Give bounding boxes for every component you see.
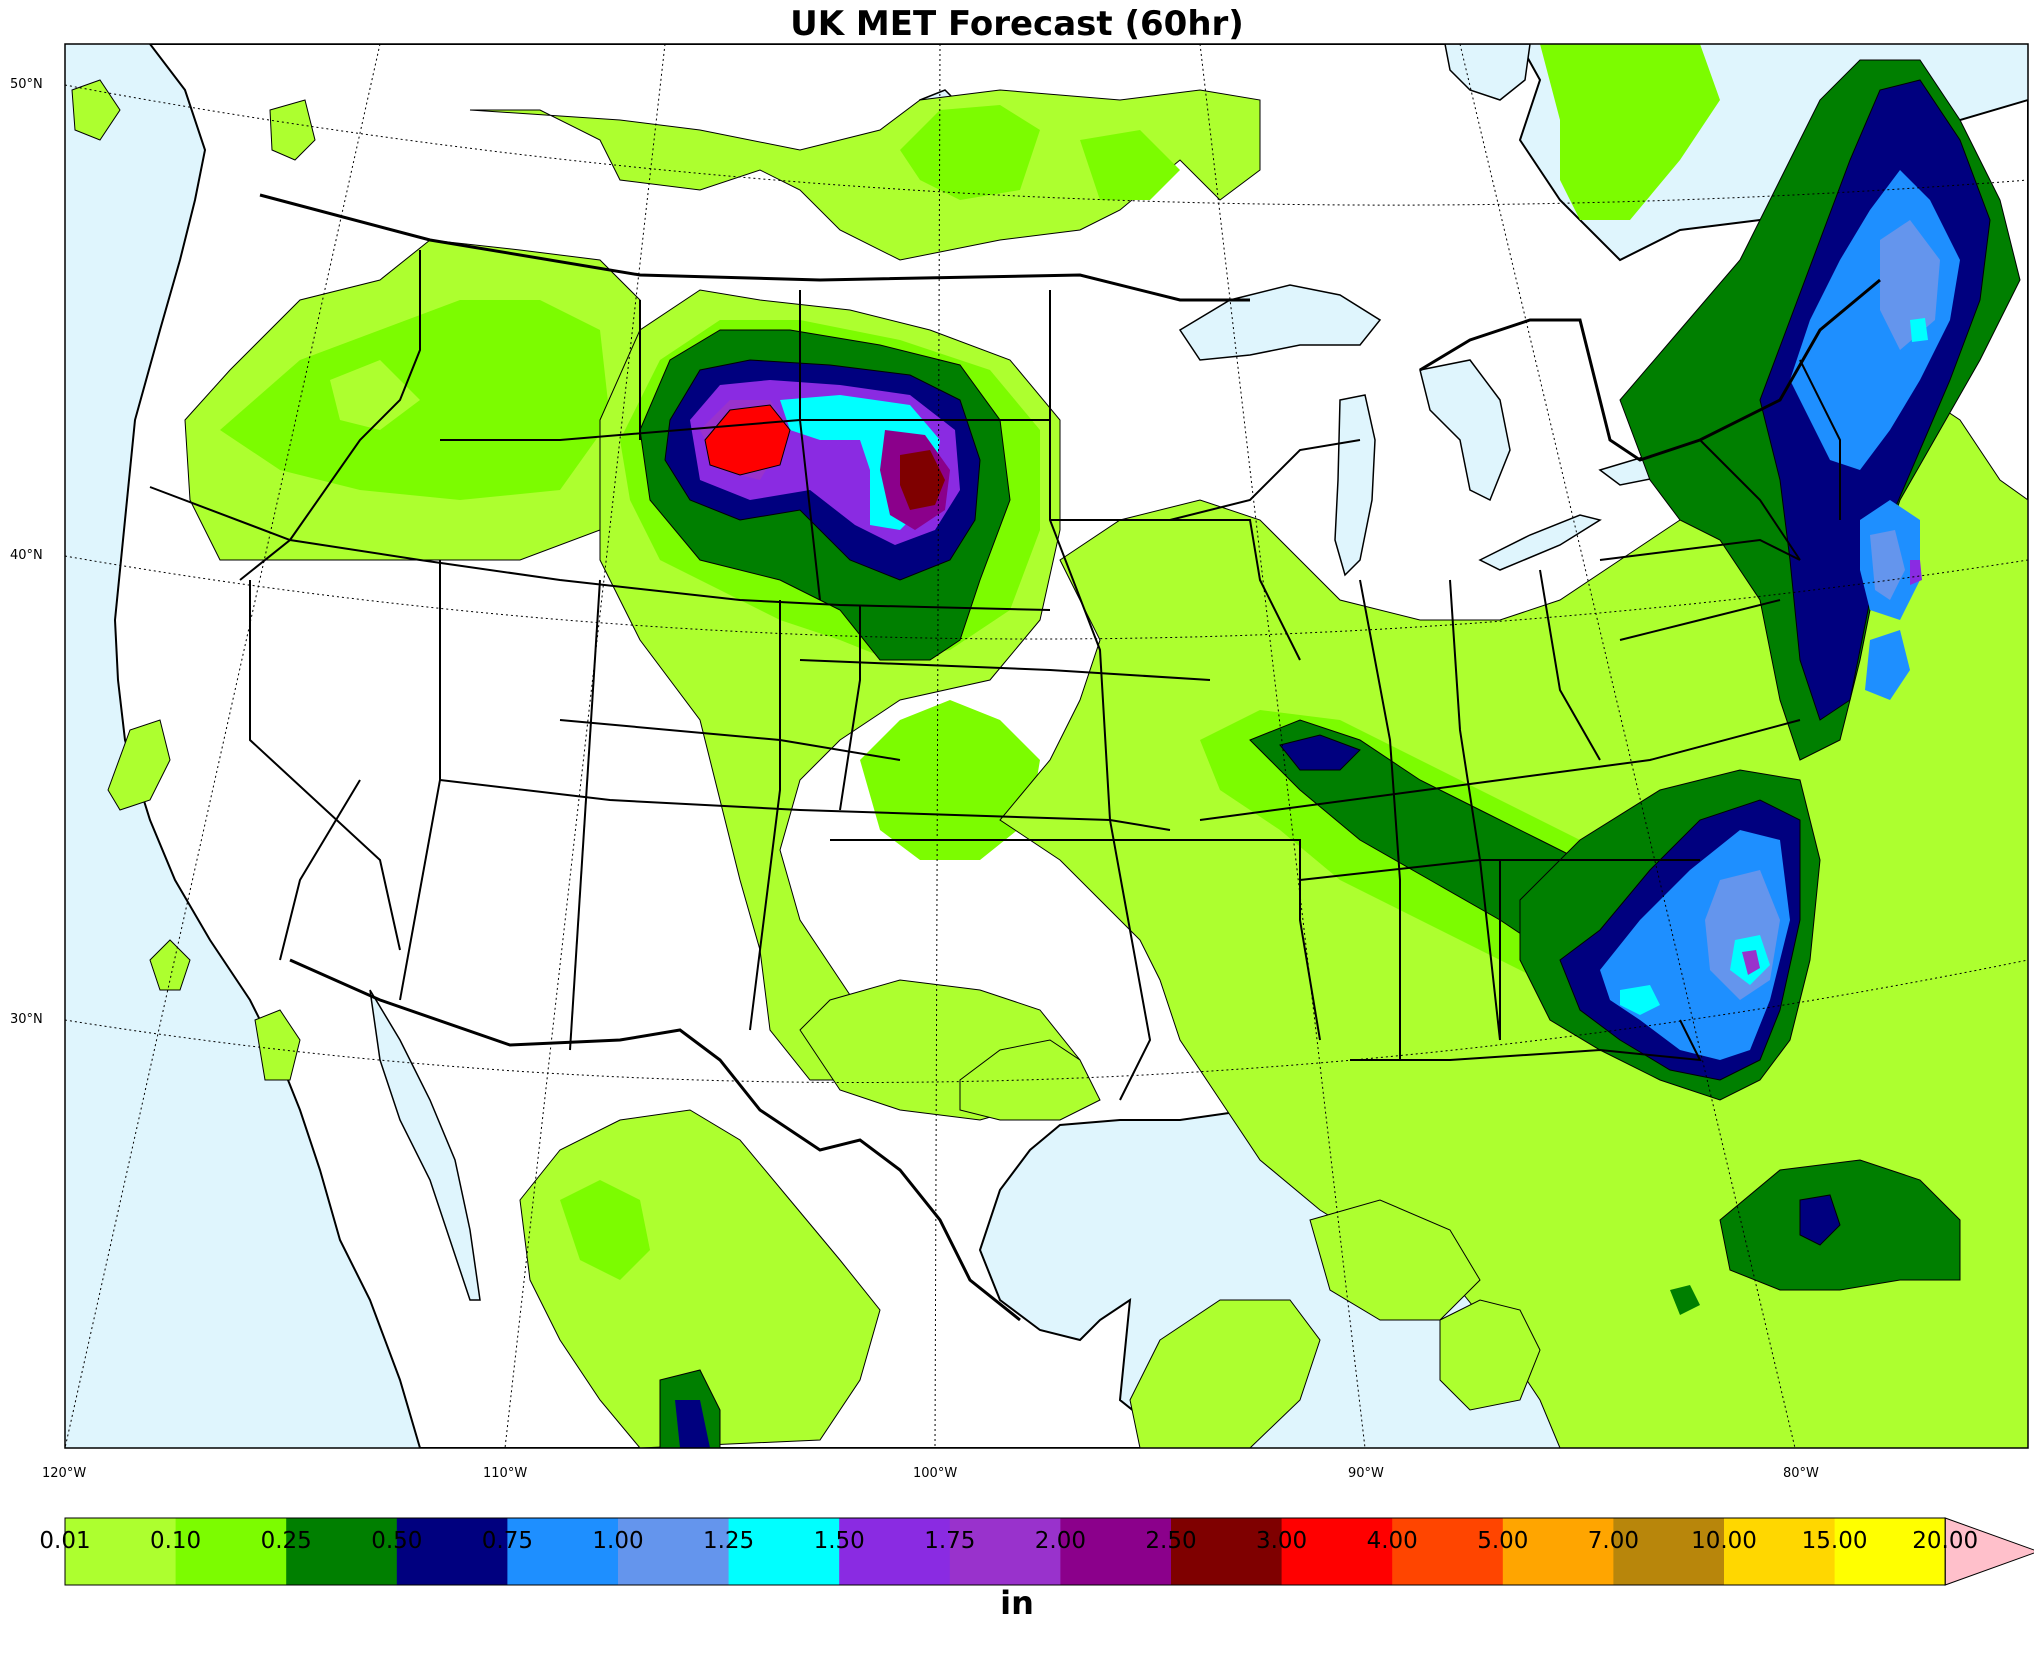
colorbar-tick: 0.75 [481, 1528, 533, 1554]
map-title: UK MET Forecast (60hr) [790, 4, 1244, 44]
lat-label-40n: 40°N [10, 548, 43, 563]
meridian-80w [1459, 44, 1796, 1448]
lon-label-110w: 110°W [483, 1466, 528, 1481]
colorbar-segment-12 [1392, 1518, 1504, 1585]
lon-label-80w: 80°W [1783, 1466, 1819, 1481]
lake-superior [1178, 284, 1382, 361]
colorbar-segment-1 [175, 1518, 287, 1585]
colorbar-tick: 1.25 [702, 1528, 755, 1554]
colorbar-segment-2 [286, 1518, 398, 1585]
meridian-100w [934, 44, 941, 1448]
state-lines [149, 250, 1841, 1101]
lat-label-50n: 50°N [10, 77, 43, 92]
colorbar-tick: 2.50 [1145, 1528, 1197, 1554]
lon-label-90w: 90°W [1348, 1466, 1384, 1481]
colorbar-segment-5 [618, 1518, 730, 1585]
colorbar-tick: 10.00 [1691, 1528, 1757, 1554]
lon-label-120w: 120°W [42, 1466, 87, 1481]
colorbar-tick: 0.25 [260, 1528, 312, 1554]
gulf-of-california [369, 989, 481, 1301]
colorbar-segment-10 [1171, 1518, 1283, 1585]
graticule [65, 44, 2028, 1448]
colorbar-segment-0 [65, 1518, 177, 1585]
colorbar-segment-14 [1613, 1518, 1725, 1585]
colorbar-tick: 1.00 [592, 1528, 644, 1554]
meridian-110w [504, 44, 666, 1448]
colorbar-segment-11 [1281, 1518, 1393, 1585]
hudson-bay-inlet [1444, 44, 1531, 101]
lake-erie [1478, 514, 1602, 571]
colorbar-tick: 20.00 [1912, 1528, 1979, 1554]
colorbar-tick: 15.00 [1801, 1528, 1868, 1554]
colorbar-segment-8 [949, 1518, 1061, 1585]
precip-contours [71, 44, 2028, 1448]
parallel-50n [65, 84, 2028, 206]
colorbar-border [64, 1517, 1946, 1586]
boundary-lines [149, 193, 1881, 1322]
colorbar-segment-6 [728, 1518, 840, 1585]
lake-michigan [1334, 394, 1376, 577]
colorbar-unit: in [1000, 1584, 1034, 1622]
lon-label-100w: 100°W [913, 1466, 958, 1481]
map-frame-content [65, 44, 2028, 1448]
colorbar-tick: 7.00 [1587, 1528, 1639, 1554]
colorbar-tick: 4.00 [1366, 1528, 1418, 1554]
us-canada-border [259, 193, 1881, 462]
lat-label-30n: 30°N [10, 1012, 43, 1027]
colorbar-segment-7 [839, 1518, 951, 1585]
colorbar-segment-13 [1502, 1518, 1614, 1585]
us-mexico-border [289, 958, 1021, 1322]
colorbar-tick: 3.00 [1255, 1528, 1308, 1554]
colorbar-tick: 1.75 [924, 1528, 976, 1554]
colorbar [64, 1517, 2034, 1586]
colorbar-segment-9 [1060, 1518, 1172, 1585]
parallel-30n [65, 959, 2028, 1083]
colorbar-tick: 0.01 [39, 1528, 91, 1554]
meridian-90w [1199, 44, 1366, 1448]
colorbar-segment-16 [1834, 1518, 1946, 1585]
colorbar-tick: 5.00 [1477, 1528, 1529, 1554]
lake-huron [1419, 359, 1511, 502]
colorbar-segment-4 [507, 1518, 619, 1585]
colorbar-tick: 0.10 [149, 1528, 202, 1554]
colorbar-tick: 1.50 [813, 1528, 865, 1554]
colorbar-segment-15 [1724, 1518, 1836, 1585]
colorbar-segment-3 [396, 1518, 508, 1585]
colorbar-tick: 0.50 [371, 1528, 423, 1554]
map-border [64, 43, 2029, 1449]
colorbar-tick: 2.00 [1034, 1528, 1086, 1554]
